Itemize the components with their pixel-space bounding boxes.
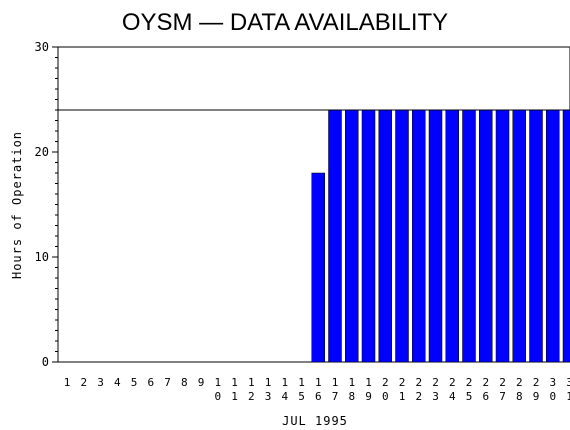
x-tick-label: 1 [64, 376, 71, 389]
bar-day-26 [479, 109, 493, 363]
y-tick-label: 30 [35, 40, 49, 54]
bar-day-29 [529, 109, 543, 363]
bar-day-20 [378, 109, 392, 363]
bar-day-16 [311, 172, 325, 363]
bar-day-24 [445, 109, 459, 363]
plot-area [57, 46, 570, 363]
bar-day-31 [562, 109, 570, 363]
y-tick-label: 10 [35, 250, 49, 264]
bar-day-21 [395, 109, 409, 363]
bars [311, 109, 570, 363]
y-tick-label: 20 [35, 145, 49, 159]
bar-day-23 [428, 109, 443, 363]
x-tick-label: 5 [131, 376, 138, 389]
bar-day-30 [546, 109, 560, 363]
x-tick-label: 6 [147, 376, 154, 389]
y-tick-label: 0 [42, 355, 49, 369]
bar-day-18 [345, 109, 359, 363]
bar-day-27 [495, 109, 510, 363]
y-axis: 0 10 20 30 [35, 40, 58, 369]
chart-title: OYSM — DATA AVAILABILITY [122, 9, 448, 36]
x-tick-label: 2 [80, 376, 87, 389]
y-axis-label: Hours of Operation [10, 131, 24, 279]
x-tick-label: 4 [114, 376, 121, 389]
bar-day-19 [361, 109, 376, 363]
bar-day-22 [412, 109, 426, 363]
x-tick-label: 7 [164, 376, 171, 389]
bar-day-17 [328, 109, 342, 363]
x-tick-label: 8 [181, 376, 188, 389]
x-axis: 1 2 3 4 5 6 7 8 9 1 01 11 21 31 41 51 61 71 81 92 02 12 22 32 42… [64, 376, 570, 403]
x-axis-label: JUL 1995 [282, 414, 348, 428]
bar-day-28 [512, 109, 526, 363]
x-tick-label: 9 [198, 376, 205, 389]
bar-day-25 [462, 109, 476, 363]
x-tick-label: 3 [97, 376, 104, 389]
